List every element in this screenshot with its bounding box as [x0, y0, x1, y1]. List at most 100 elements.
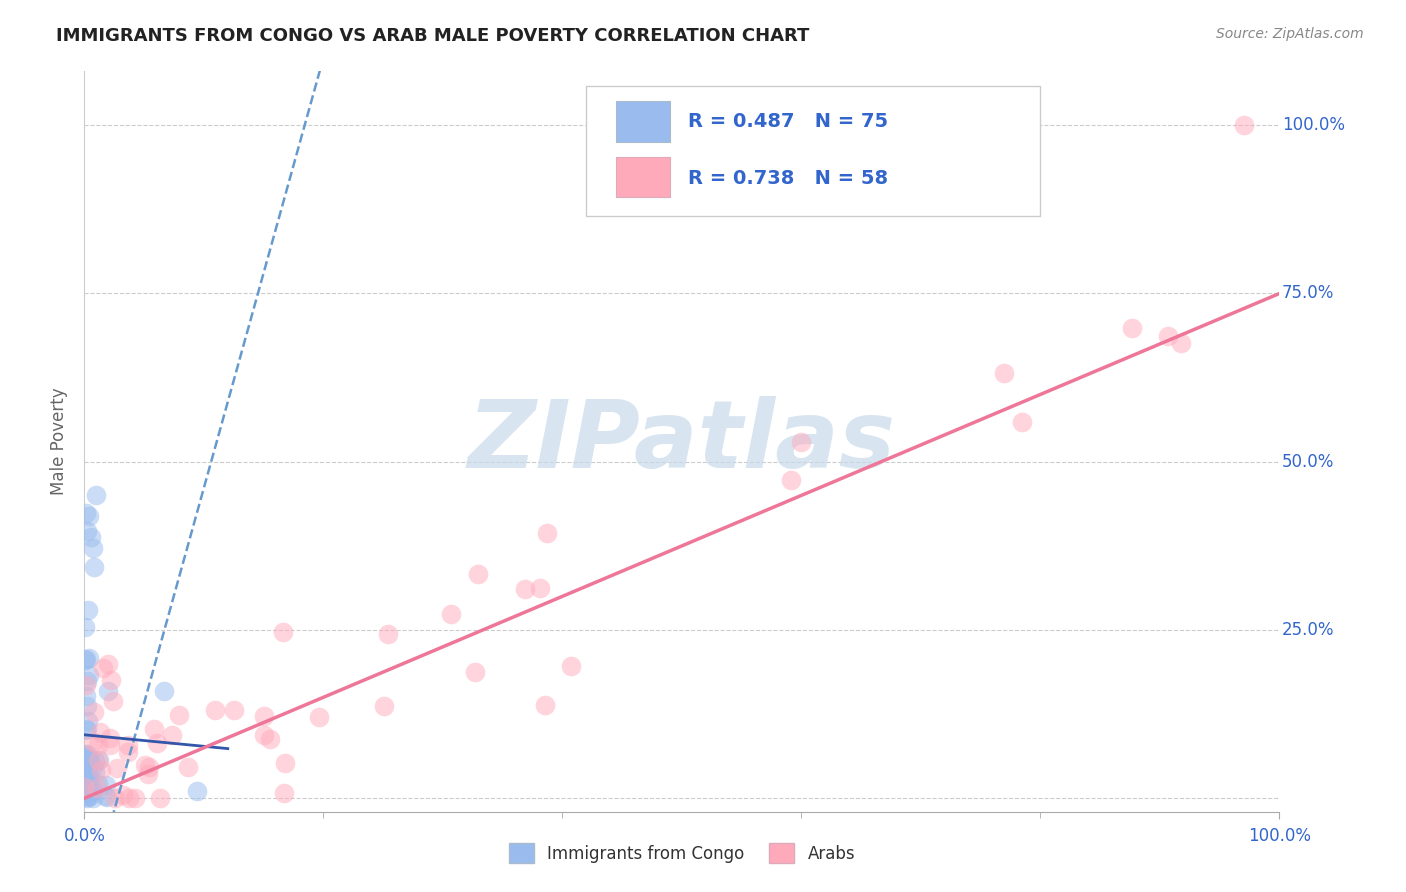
Point [77, 780, 100, 795]
Legend: Immigrants from Congo, Arabs: Immigrants from Congo, Arabs [502, 837, 862, 870]
Point [73, 783, 96, 797]
Point [77, 508, 100, 523]
FancyBboxPatch shape [616, 156, 671, 197]
Text: R = 0.487   N = 75: R = 0.487 N = 75 [688, 112, 889, 131]
Point [75, 755, 97, 769]
Point [273, 786, 295, 800]
Point [77, 776, 100, 790]
Point [76, 791, 98, 805]
Point [97, 657, 120, 672]
Point [76, 723, 98, 737]
Point [91, 661, 114, 675]
Point [79, 785, 101, 799]
FancyBboxPatch shape [586, 87, 1040, 216]
Point [76, 789, 98, 804]
Y-axis label: Male Poverty: Male Poverty [51, 388, 69, 495]
Point [136, 766, 159, 780]
Point [76, 763, 98, 777]
Text: R = 0.738   N = 58: R = 0.738 N = 58 [688, 169, 889, 188]
Point [134, 758, 156, 772]
Point [75, 689, 97, 703]
Point [77, 751, 100, 765]
Point [149, 791, 172, 805]
Point [75, 755, 97, 769]
Point [253, 709, 276, 723]
FancyBboxPatch shape [616, 101, 671, 142]
Point [1170, 335, 1192, 350]
Point [100, 673, 122, 687]
Point [76, 699, 98, 714]
Point [77, 668, 100, 682]
Point [75, 760, 97, 774]
Point [75, 747, 97, 761]
Point [77, 650, 100, 665]
Point [75, 678, 97, 692]
Point [73, 780, 96, 795]
Point [86, 739, 108, 753]
Point [75, 755, 97, 769]
Point [467, 566, 489, 581]
Point [79, 757, 101, 772]
Point [76, 783, 98, 797]
Point [86, 781, 108, 796]
Point [75, 653, 97, 667]
Point [82, 541, 104, 555]
Point [73, 770, 96, 784]
Point [152, 684, 174, 698]
Point [75, 760, 97, 774]
Point [75, 756, 97, 770]
Point [79, 789, 101, 803]
Point [186, 784, 208, 798]
Point [83, 705, 105, 719]
Point [75, 764, 97, 779]
Point [94, 778, 117, 792]
Point [274, 756, 297, 770]
Point [73, 778, 96, 792]
Point [77, 753, 100, 767]
Point [790, 435, 813, 450]
Point [377, 627, 399, 641]
Point [1011, 415, 1033, 429]
Point [87, 753, 110, 767]
Point [73, 783, 96, 797]
Point [160, 728, 183, 742]
Point [252, 728, 274, 742]
Point [271, 624, 294, 639]
Point [105, 761, 128, 775]
Point [308, 710, 330, 724]
Point [87, 754, 110, 768]
Point [84, 754, 107, 768]
Point [77, 603, 100, 617]
Point [90, 763, 112, 777]
Point [75, 785, 97, 799]
Point [167, 707, 190, 722]
Point [73, 750, 96, 764]
Text: 25.0%: 25.0% [1282, 621, 1334, 639]
Point [76, 778, 98, 792]
Point [77, 780, 100, 795]
Point [76, 781, 98, 796]
Point [76, 753, 98, 767]
Point [1157, 329, 1180, 343]
Point [89, 724, 111, 739]
Point [77, 754, 100, 768]
Point [75, 756, 97, 771]
Point [560, 659, 582, 673]
Point [439, 607, 461, 621]
Point [529, 582, 551, 596]
Point [73, 749, 96, 764]
Point [138, 760, 160, 774]
Point [75, 652, 97, 666]
Point [76, 785, 98, 799]
Point [76, 784, 98, 798]
Point [87, 777, 110, 791]
Point [76, 754, 98, 768]
Point [94, 789, 117, 804]
Point [82, 783, 104, 797]
Point [96, 789, 118, 804]
Point [1121, 320, 1143, 334]
Point [117, 738, 139, 752]
Point [73, 620, 96, 634]
Point [104, 791, 127, 805]
Point [84, 488, 107, 502]
